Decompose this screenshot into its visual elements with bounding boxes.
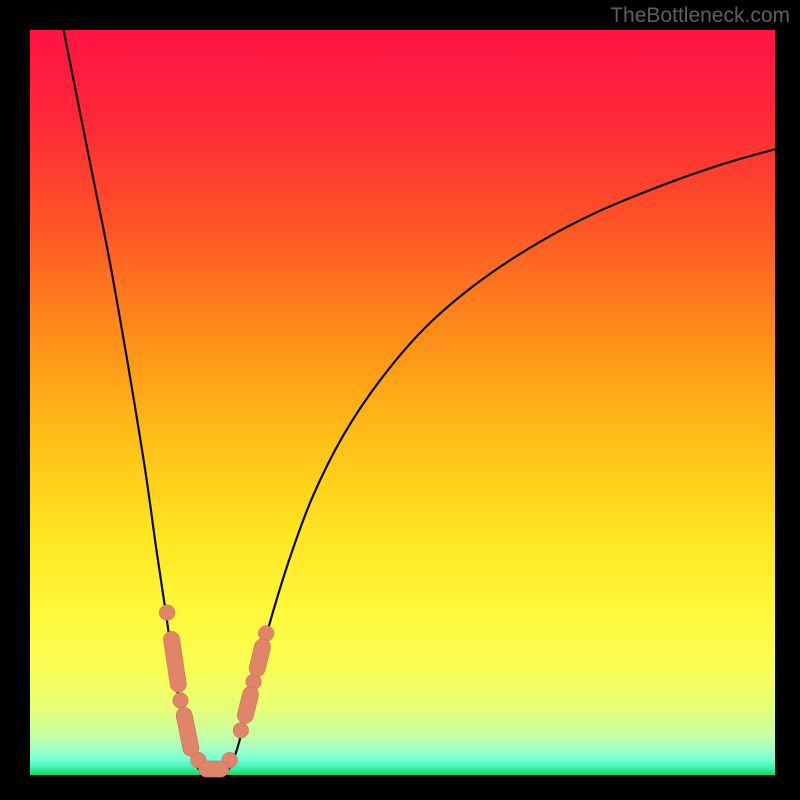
chart-container: TheBottleneck.com xyxy=(0,0,800,800)
attribution-label: TheBottleneck.com xyxy=(610,4,790,28)
plot-gradient-background xyxy=(30,30,775,775)
